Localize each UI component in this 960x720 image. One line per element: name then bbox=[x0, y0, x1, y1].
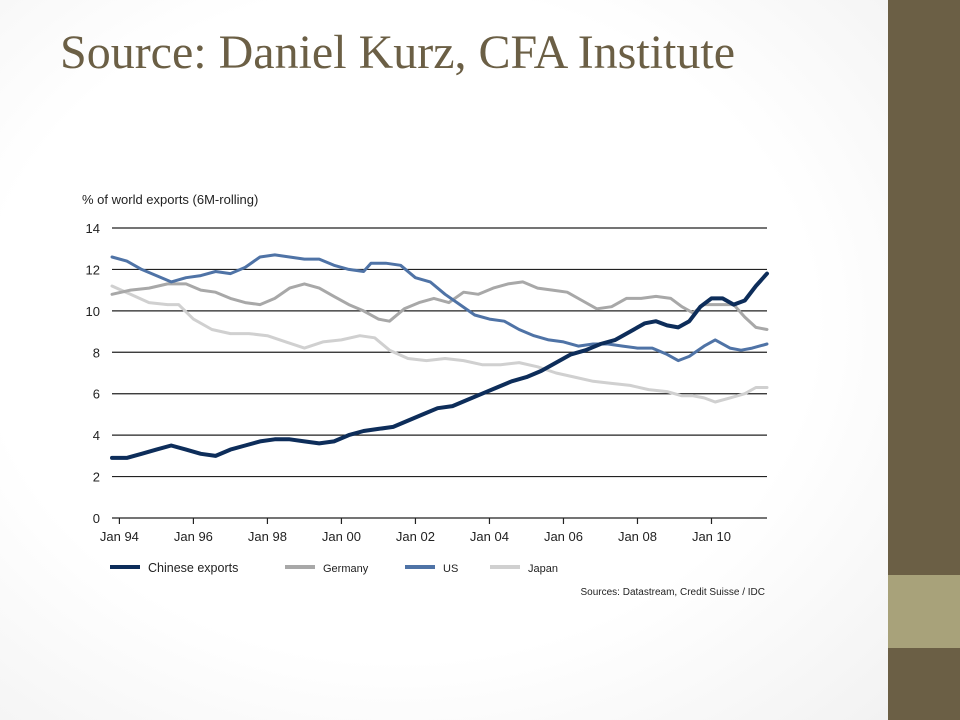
legend-label: Chinese exports bbox=[148, 561, 238, 575]
chart-source-note: Sources: Datastream, Credit Suisse / IDC bbox=[580, 587, 765, 598]
x-tick-label: Jan 00 bbox=[322, 529, 361, 544]
y-axis-label: % of world exports (6M-rolling) bbox=[82, 192, 258, 207]
y-tick-label: 6 bbox=[93, 387, 100, 402]
series-line-germany bbox=[110, 280, 769, 331]
x-tick-label: Jan 04 bbox=[470, 529, 509, 544]
legend-label: Japan bbox=[528, 563, 558, 575]
x-tick-label: Jan 10 bbox=[692, 529, 731, 544]
series-line-us bbox=[110, 253, 769, 363]
export-share-chart: % of world exports (6M-rolling) 0 2 4 6 8 10 1… bbox=[82, 192, 769, 598]
legend-label: US bbox=[443, 563, 458, 575]
x-tick-label: Jan 98 bbox=[248, 529, 287, 544]
sidebar-decoration-accent bbox=[888, 575, 960, 648]
y-tick-label: 14 bbox=[86, 221, 100, 236]
legend-label: Germany bbox=[323, 563, 369, 575]
y-tick-label: 10 bbox=[86, 304, 100, 319]
x-tick-label: Jan 96 bbox=[174, 529, 213, 544]
x-tick-label: Jan 02 bbox=[396, 529, 435, 544]
y-tick-label: 4 bbox=[93, 428, 100, 443]
y-tick-label: 12 bbox=[86, 262, 100, 277]
series-line-chinese-exports bbox=[110, 271, 769, 460]
slide-title: Source: Daniel Kurz, CFA Institute bbox=[60, 26, 735, 79]
y-tick-label: 2 bbox=[93, 470, 100, 485]
sidebar-decoration-top bbox=[888, 0, 960, 575]
sidebar-decoration-bottom bbox=[888, 648, 960, 720]
y-tick-label: 0 bbox=[93, 511, 100, 526]
x-tick-label: Jan 94 bbox=[100, 529, 139, 544]
series-line-japan bbox=[110, 284, 769, 404]
y-tick-label: 8 bbox=[93, 345, 100, 360]
x-tick-label: Jan 08 bbox=[618, 529, 657, 544]
x-tick-label: Jan 06 bbox=[544, 529, 583, 544]
